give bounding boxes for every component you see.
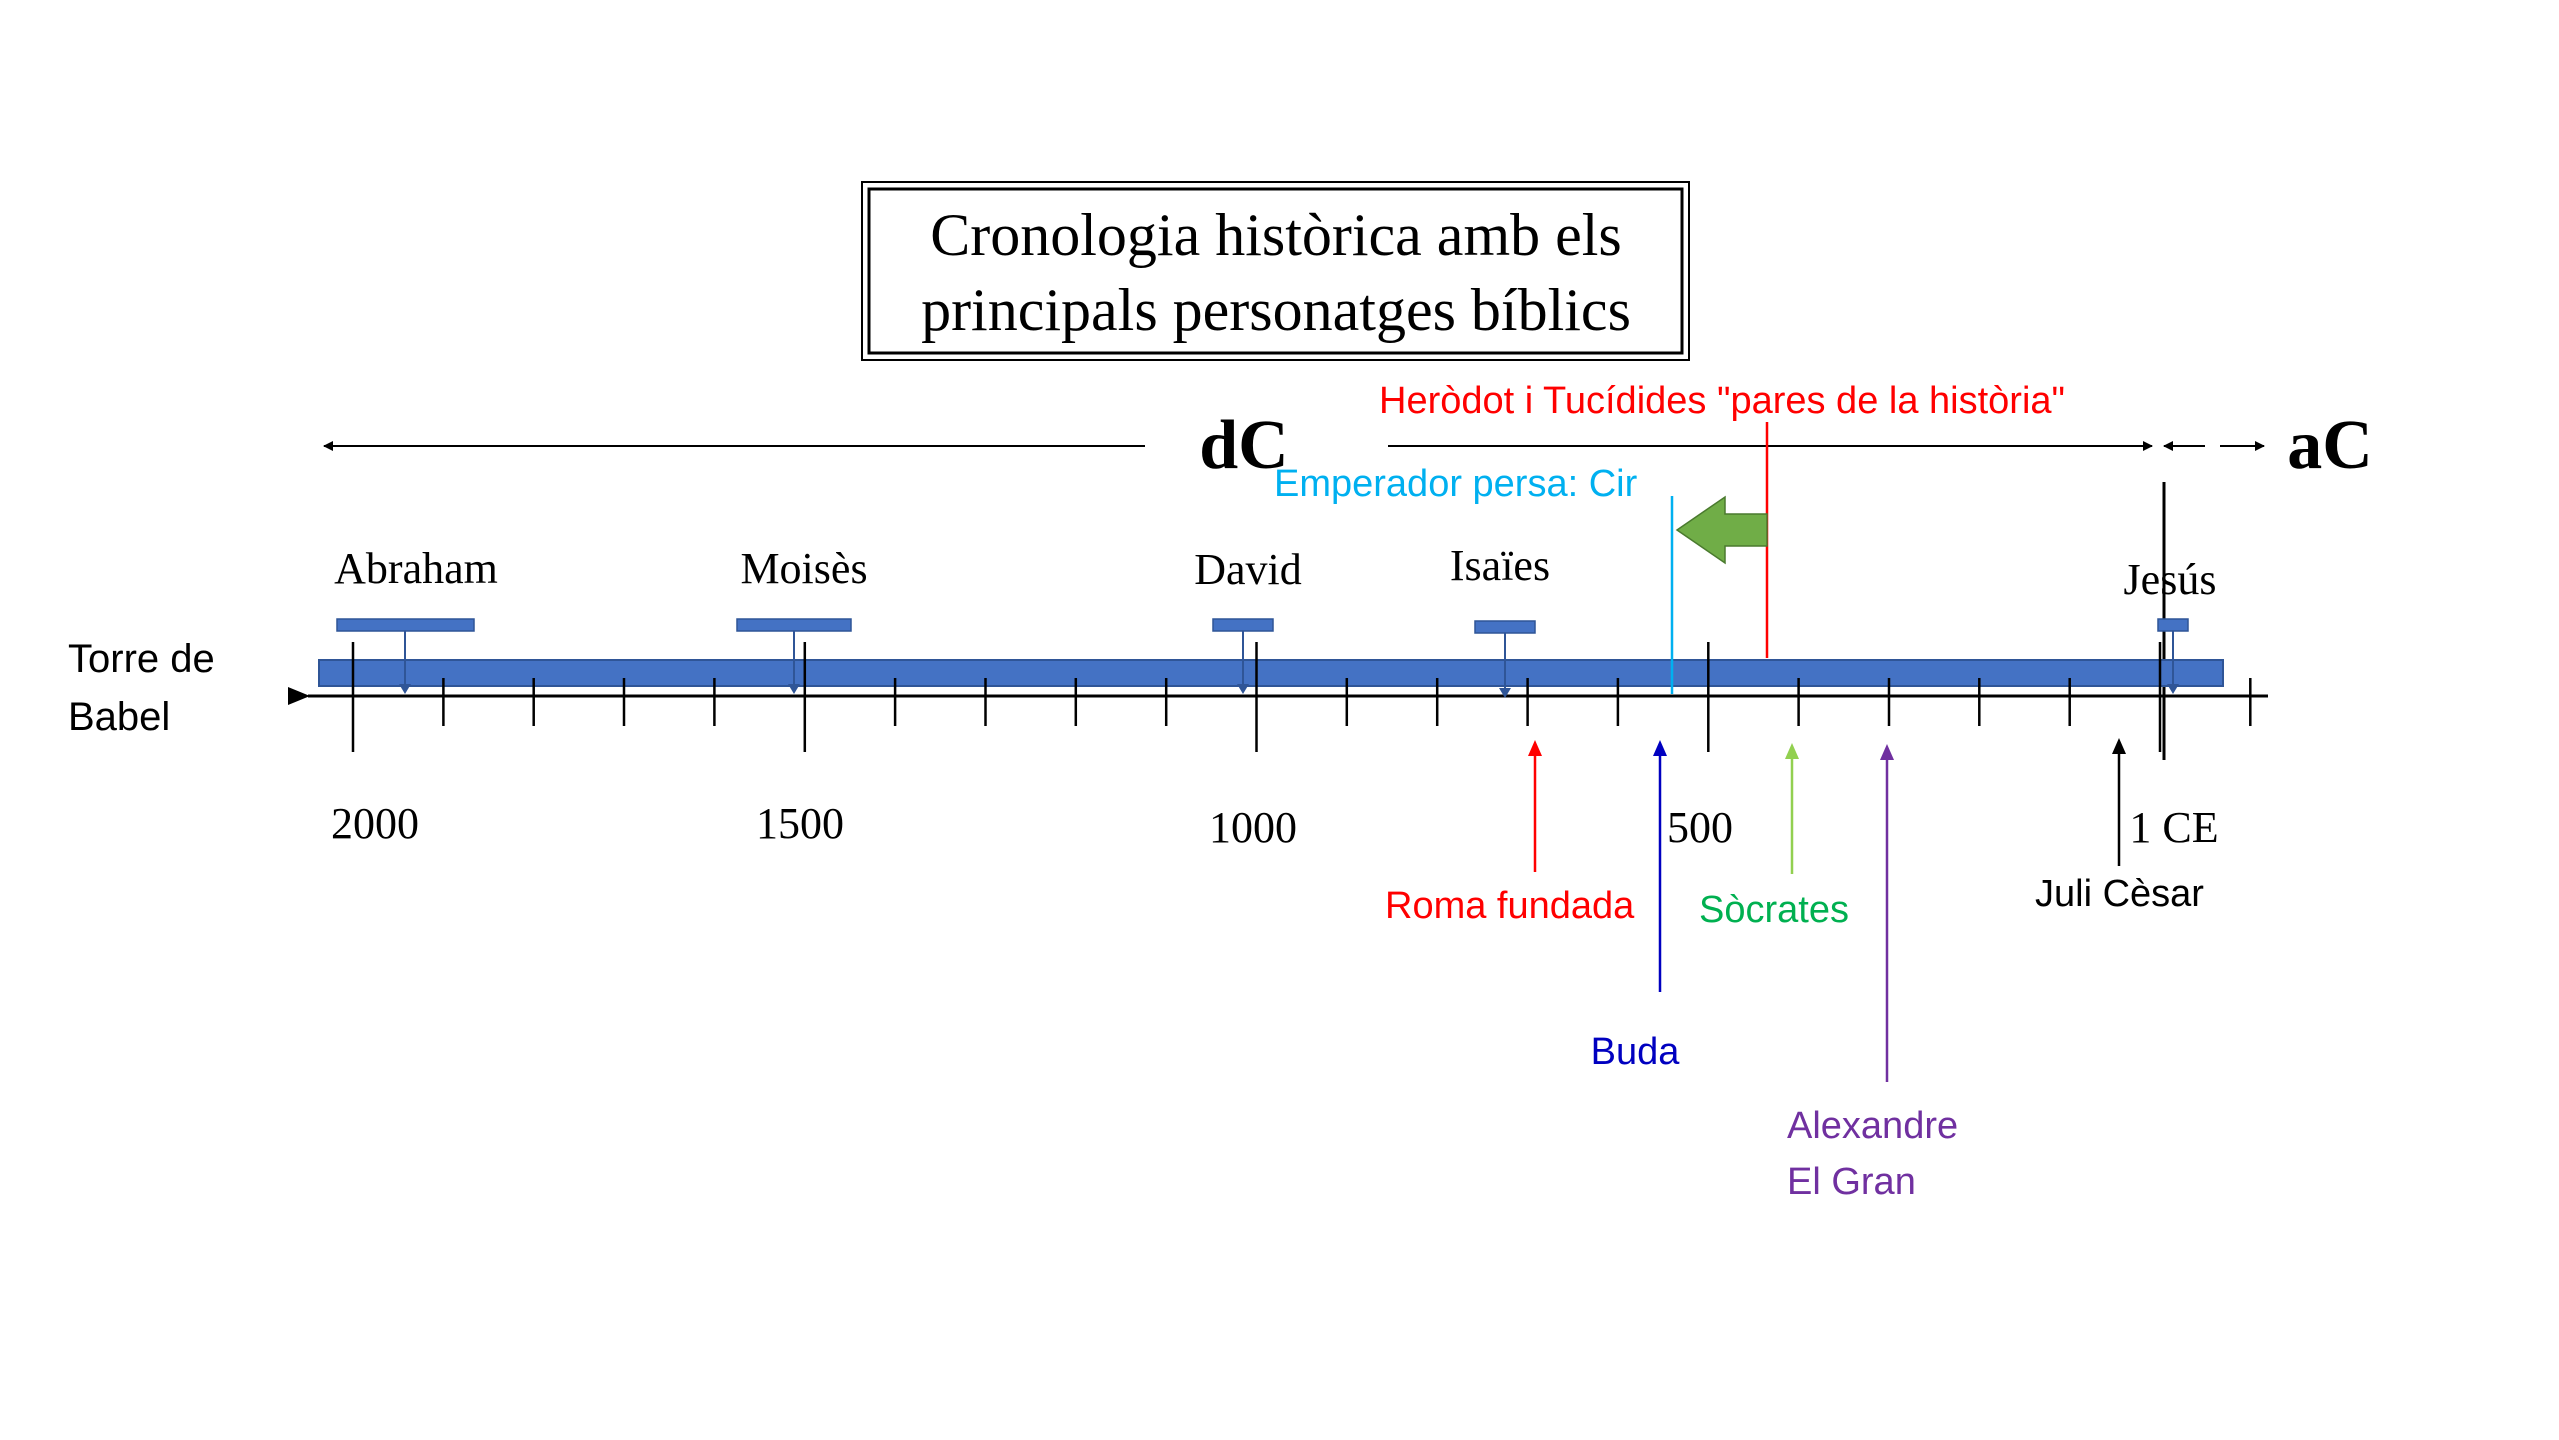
figure-label-moises: Moisès [740,544,867,593]
event-juli-cesar: Juli Cèsar [2035,738,2204,915]
tick-label-1ce: 1 CE [2129,803,2218,852]
tick-label-500: 500 [1667,803,1733,852]
figure-label-jesus: Jesús [2124,555,2217,604]
title-box: Cronologia històrica amb els principals … [861,181,1690,361]
torre-de-babel-label-1: Torre de [68,637,215,681]
event-herodot: Heròdot i Tucídides "pares de la històri… [1379,380,2065,658]
dc-label: dC [1199,407,1288,484]
figure-jesus: Jesús [2124,555,2217,694]
timeline-bar [318,659,2224,687]
figure-label-abraham: Abraham [334,544,498,593]
figure-david: David [1194,545,1302,694]
event-label-cir: Emperador persa: Cir [1274,463,1638,505]
event-cir: Emperador persa: Cir [1274,463,1674,694]
event-label-buda: Buda [1591,1031,1681,1073]
tick-label-1000: 1000 [1209,803,1297,852]
event-label-socrates: Sòcrates [1699,889,1849,931]
figure-moises: Moisès [736,544,868,694]
event-label-alexandre: Alexandre [1787,1105,1958,1147]
figure-label-david: David [1194,545,1302,594]
figure-isaies: Isaïes [1450,541,1550,698]
event-label-el-gran: El Gran [1787,1161,1916,1203]
figure-abraham: Abraham [334,544,498,694]
event-label-herodot: Heròdot i Tucídides "pares de la històri… [1379,380,2065,422]
tick-label-2000: 2000 [331,799,419,848]
event-label-juli-cesar: Juli Cèsar [2035,873,2204,915]
title-line-2: principals personatges bíblics [921,277,1631,343]
green-left-arrow [1675,495,1768,565]
event-socrates: Sòcrates [1699,743,1849,931]
torre-de-babel-label-2: Babel [68,695,170,739]
event-label-roma: Roma fundada [1385,885,1635,927]
tick-label-1500: 1500 [756,799,844,848]
event-roma: Roma fundada [1385,740,1635,927]
figure-label-isaies: Isaïes [1450,541,1550,590]
event-buda: Buda [1591,740,1681,1073]
title-line-1: Cronologia històrica amb els [930,202,1622,268]
ac-label: aC [2287,407,2373,484]
event-alexandre: Alexandre El Gran [1787,744,1958,1203]
axis-ticks [351,642,2252,752]
